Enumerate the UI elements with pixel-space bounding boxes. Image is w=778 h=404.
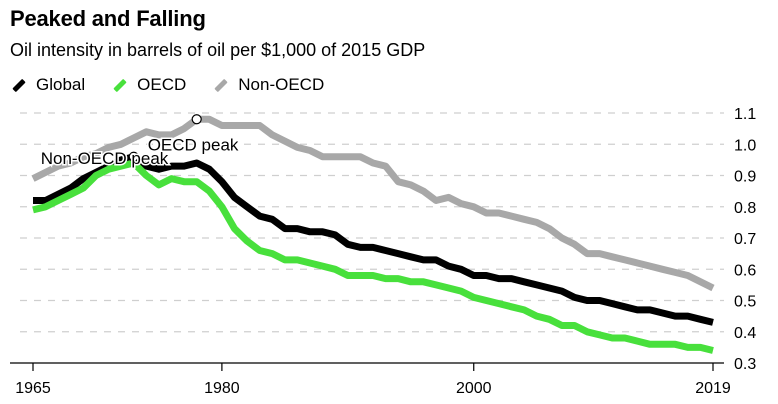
legend-label-oecd: OECD <box>137 75 187 94</box>
gridlines <box>20 112 724 333</box>
y-tick-label: 0.7 <box>734 231 756 248</box>
chart-subtitle: Oil intensity in barrels of oil per $1,0… <box>10 40 426 60</box>
legend-item-global: Global <box>10 75 85 95</box>
series-line-non-oecd <box>31 115 715 292</box>
x-tick-label: 2000 <box>456 380 492 397</box>
y-tick-label: 0.9 <box>734 169 756 186</box>
series-line-oecd <box>32 159 714 354</box>
series-line-global <box>33 153 714 326</box>
annotation-non-oecd-peak: Non-OECD peak <box>41 149 169 168</box>
x-tick-label: 1965 <box>15 380 51 397</box>
y-tick-label: 0.3 <box>734 356 756 373</box>
y-tick-label: 1.0 <box>734 137 756 154</box>
y-tick-label: 0.8 <box>734 200 756 217</box>
peak-marker <box>191 114 202 125</box>
y-axis: 1.1 1.0 0.9 0.8 0.7 0.6 0.5 0.4 0.3 <box>734 106 756 373</box>
x-axis: 1965 1980 2000 2019 <box>10 362 731 397</box>
x-tick-label: 1980 <box>204 380 240 397</box>
y-tick-label: 0.4 <box>734 325 756 342</box>
chart-title: Peaked and Falling <box>10 6 206 31</box>
y-tick-label: 1.1 <box>734 106 756 123</box>
legend-label-global: Global <box>36 75 86 94</box>
legend: Global OECD Non-OECD <box>10 75 350 95</box>
series-lines <box>31 115 715 354</box>
annotation-oecd-peak: OECD peak <box>148 135 239 154</box>
legend-item-oecd: OECD <box>111 75 186 95</box>
y-tick-label: 0.5 <box>734 294 756 311</box>
legend-label-non-oecd: Non-OECD <box>238 75 325 94</box>
peak-marker <box>128 151 139 162</box>
legend-item-non-oecd: Non-OECD <box>212 75 324 95</box>
x-tick-label: 2019 <box>695 380 731 397</box>
y-tick-label: 0.6 <box>734 262 756 279</box>
